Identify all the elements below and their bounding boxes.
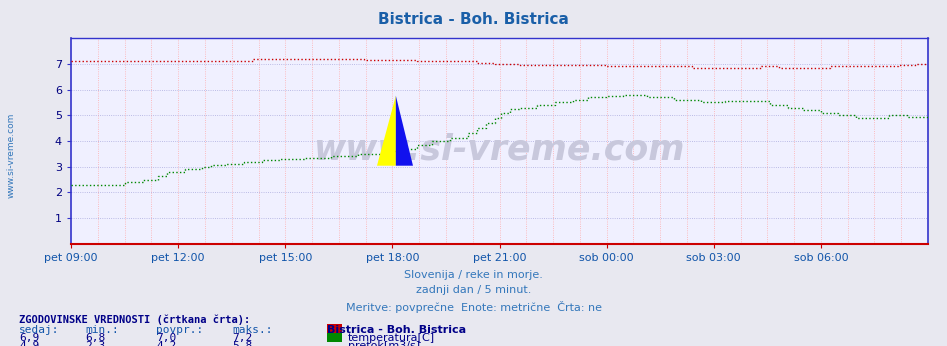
Text: maks.:: maks.:: [232, 325, 273, 335]
Text: zadnji dan / 5 minut.: zadnji dan / 5 minut.: [416, 285, 531, 295]
Text: Bistrica - Boh. Bistrica: Bistrica - Boh. Bistrica: [378, 12, 569, 27]
Text: Bistrica - Boh. Bistrica: Bistrica - Boh. Bistrica: [327, 325, 466, 335]
Text: min.:: min.:: [85, 325, 119, 335]
Text: temperatura[C]: temperatura[C]: [348, 333, 435, 343]
Polygon shape: [377, 96, 396, 166]
Text: 4,9: 4,9: [19, 341, 39, 346]
Text: 4,2: 4,2: [156, 341, 176, 346]
Polygon shape: [396, 96, 413, 166]
Text: 6,8: 6,8: [85, 333, 105, 343]
Text: ZGODOVINSKE VREDNOSTI (črtkana črta):: ZGODOVINSKE VREDNOSTI (črtkana črta):: [19, 314, 250, 325]
Text: Slovenija / reke in morje.: Slovenija / reke in morje.: [404, 270, 543, 280]
Text: sedaj:: sedaj:: [19, 325, 60, 335]
Text: 7,0: 7,0: [156, 333, 176, 343]
Text: www.si-vreme.com: www.si-vreme.com: [313, 132, 686, 166]
Text: povpr.:: povpr.:: [156, 325, 204, 335]
Text: www.si-vreme.com: www.si-vreme.com: [7, 113, 16, 198]
Text: 7,2: 7,2: [232, 333, 252, 343]
Text: 5,8: 5,8: [232, 341, 252, 346]
Text: pretok[m3/s]: pretok[m3/s]: [348, 341, 420, 346]
Text: Meritve: povprečne  Enote: metrične  Črta: ne: Meritve: povprečne Enote: metrične Črta:…: [346, 301, 601, 313]
Text: 6,9: 6,9: [19, 333, 39, 343]
Text: 2,3: 2,3: [85, 341, 105, 346]
